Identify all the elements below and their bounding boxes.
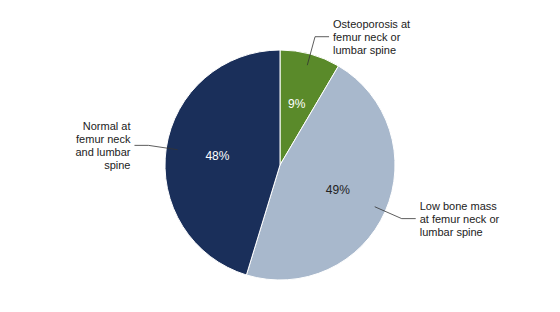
data-label: 9%	[288, 97, 306, 111]
data-label: 48%	[205, 149, 229, 163]
data-labels: 9% 49% 48%	[205, 97, 350, 198]
category-label-line: lumbar spine	[333, 44, 396, 56]
category-label-line: Osteoporosis at	[333, 18, 410, 30]
category-labels: Osteoporosis atfemur neck orlumbar spine…	[75, 18, 499, 238]
leader-line	[307, 37, 329, 65]
category-label-line: lumbar spine	[420, 226, 483, 238]
category-label: Normal atfemur neckand lumbarspine	[75, 120, 131, 171]
pie-slice	[165, 50, 280, 275]
chart: 9%49%48%Osteoporosis atfemur neck orlumb…	[0, 0, 560, 312]
category-label: Low bone massat femur neck orlumbar spin…	[420, 200, 500, 238]
leader-line	[134, 145, 177, 149]
category-label-line: at femur neck or	[420, 213, 500, 225]
category-label-line: Normal at	[83, 120, 131, 132]
category-label-line: Low bone mass	[420, 200, 498, 212]
pie	[165, 50, 395, 280]
data-label: 49%	[326, 183, 350, 197]
category-label-line: femur neck	[76, 133, 131, 145]
category-label-line: spine	[104, 159, 130, 171]
category-label: Osteoporosis atfemur neck orlumbar spine	[333, 18, 410, 56]
leader-line	[375, 207, 416, 219]
category-label-line: femur neck or	[333, 31, 401, 43]
category-label-line: and lumbar	[75, 146, 130, 158]
